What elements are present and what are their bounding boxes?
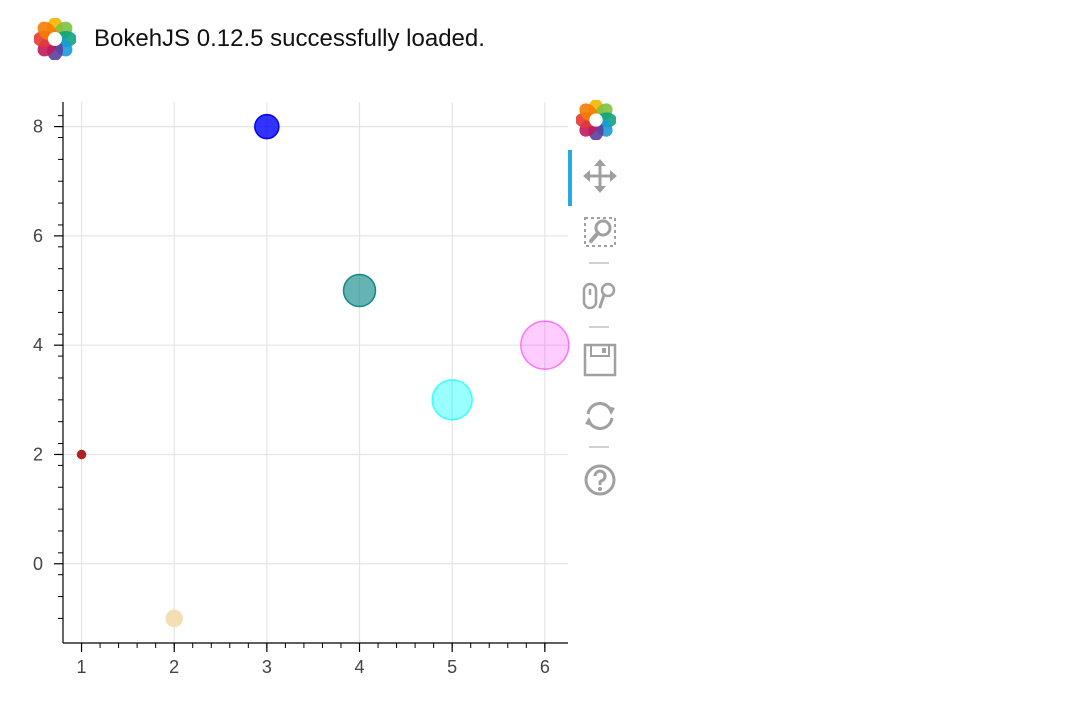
plot-canvas[interactable]: 1 2 3 4 5 6 0 2 4 6 8	[0, 80, 580, 714]
x-tick-label: 3	[262, 657, 272, 677]
y-tick-label: 6	[33, 226, 43, 246]
reset-tool-button[interactable]	[580, 396, 620, 436]
active-tool-indicator	[568, 150, 572, 206]
x-axis: 1 2 3 4 5 6	[63, 642, 568, 677]
scatter-point	[76, 449, 87, 460]
wheel-zoom-tool-button[interactable]	[580, 276, 620, 316]
save-icon	[583, 343, 617, 377]
y-axis: 0 2 4 6 8	[33, 102, 64, 643]
save-tool-button[interactable]	[580, 340, 620, 380]
plot-area	[63, 102, 568, 623]
y-tick-label: 2	[33, 444, 43, 464]
x-tick-label: 6	[540, 657, 550, 677]
help-icon	[584, 464, 616, 496]
y-tick-label: 8	[33, 117, 43, 137]
y-tick-label: 4	[33, 335, 43, 355]
bokeh-loaded-banner: BokehJS 0.12.5 successfully loaded.	[34, 18, 485, 60]
x-tick-label: 1	[77, 657, 87, 677]
x-tick-label: 4	[355, 657, 365, 677]
wheel-zoom-icon	[582, 282, 616, 310]
reset-icon	[585, 402, 615, 430]
bokeh-toolbar-logo-icon[interactable]	[576, 100, 616, 140]
toolbar-divider	[589, 262, 609, 264]
box-zoom-tool-button[interactable]	[580, 212, 620, 252]
scatter-point	[431, 379, 473, 421]
help-tool-button[interactable]	[580, 460, 620, 500]
bokeh-logo-icon	[34, 18, 76, 60]
scatter-point	[254, 113, 280, 140]
scatter-plot[interactable]: 1 2 3 4 5 6 0 2 4 6 8	[0, 80, 580, 714]
toolbar-divider	[589, 446, 609, 448]
scatter-points	[76, 113, 570, 628]
scatter-point	[165, 609, 183, 628]
y-tick-label: 0	[33, 554, 43, 574]
grid-lines	[63, 102, 568, 643]
pan-icon	[583, 159, 617, 193]
box-zoom-icon	[584, 217, 616, 247]
toolbar-divider	[589, 326, 609, 328]
x-tick-label: 5	[447, 657, 457, 677]
plot-toolbar	[566, 96, 626, 506]
scatter-point	[520, 320, 570, 370]
x-tick-label: 2	[169, 657, 179, 677]
pan-tool-button[interactable]	[580, 156, 620, 196]
banner-message: BokehJS 0.12.5 successfully loaded.	[94, 25, 485, 52]
scatter-point	[342, 273, 377, 308]
